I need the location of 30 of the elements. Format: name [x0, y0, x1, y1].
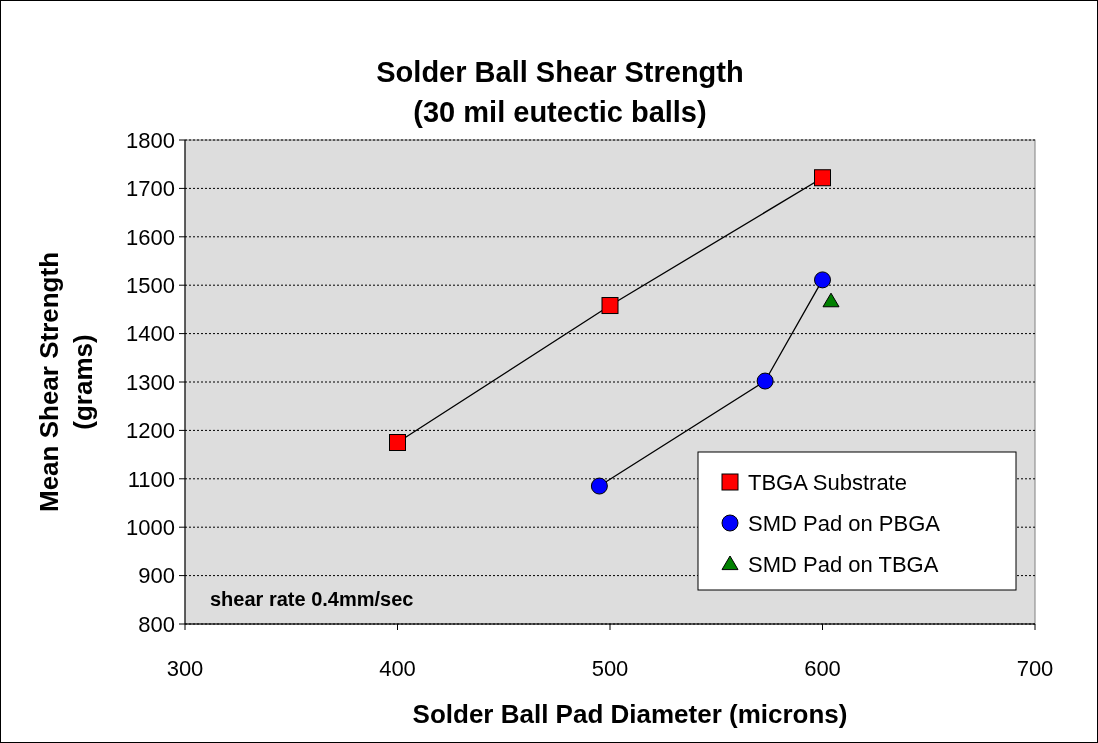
y-tick-label: 1300	[126, 369, 175, 395]
y-tick-label: 1100	[127, 466, 175, 492]
point	[389, 434, 406, 451]
legend-label: SMD Pad on TBGA	[748, 551, 939, 577]
x-tick-label: 500	[591, 656, 629, 681]
x-tick-label: 700	[1016, 656, 1054, 681]
x-tick-label: 300	[166, 656, 204, 681]
y-axis-title: Mean Shear Strength (grams)	[34, 251, 98, 513]
chart-title: Solder Ball Shear Strength (30 mil eutectic balls)	[376, 56, 744, 128]
y-tick-label: 1800	[126, 127, 175, 153]
point	[601, 297, 619, 315]
y-tick-label: 800	[138, 611, 175, 637]
y-tick-label: 1500	[126, 272, 175, 298]
x-axis-title: Solder Ball Pad Diameter (microns)	[412, 699, 848, 729]
point	[814, 271, 831, 289]
y-tick-label: 900	[138, 563, 175, 589]
y-tick-label: 1200	[126, 418, 175, 444]
y-tick-label: 1400	[126, 321, 175, 347]
point	[756, 372, 774, 390]
x-tick-label: 600	[804, 656, 841, 681]
point	[590, 477, 608, 495]
legend-label: SMD Pad on PBGA	[748, 510, 941, 536]
y-tick-label: 1600	[126, 224, 175, 250]
point	[814, 169, 831, 187]
y-tick-label: 1000	[126, 514, 175, 540]
x-tick-label: 400	[379, 656, 416, 681]
y-tick-label: 1700	[126, 176, 175, 202]
annotation: shear rate 0.4mm/sec	[210, 588, 414, 610]
legend-label: TBGA Substrate	[748, 469, 907, 495]
point	[822, 292, 840, 308]
